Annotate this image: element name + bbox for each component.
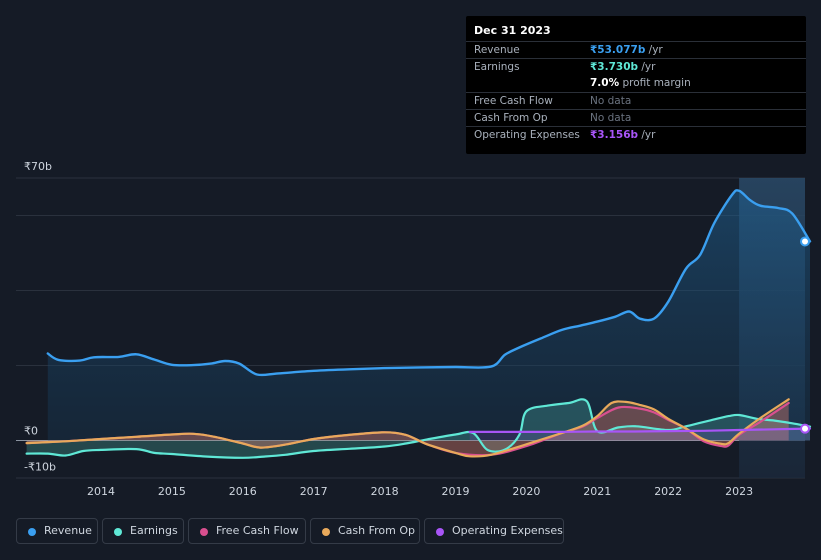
tooltip-label: Earnings	[474, 61, 520, 73]
tooltip-value: ₹3.156b /yr	[590, 129, 656, 141]
legend-dot-icon	[200, 528, 208, 536]
revenue-end-marker	[800, 236, 810, 247]
legend-label: Free Cash Flow	[216, 524, 299, 537]
legend-dot-icon	[436, 528, 444, 536]
tooltip-row-earnings: Earnings ₹3.730b /yr	[466, 58, 806, 76]
legend-item-revenue[interactable]: Revenue	[16, 518, 98, 544]
tooltip-label: Free Cash Flow	[474, 95, 553, 107]
tooltip-value: ₹3.730b /yr	[590, 61, 656, 73]
x-tick-label: 2022	[654, 485, 682, 498]
tooltip-label: Cash From Op	[474, 112, 548, 124]
x-tick-label: 2014	[87, 485, 115, 498]
earnings-line	[25, 398, 812, 459]
revenue-line	[46, 189, 812, 377]
legend-item-operating-expenses[interactable]: Operating Expenses	[424, 518, 564, 544]
x-tick-label: 2016	[229, 485, 257, 498]
revenue-area	[47, 190, 811, 441]
legend-item-free-cash-flow[interactable]: Free Cash Flow	[188, 518, 306, 544]
legend-label: Operating Expenses	[452, 524, 563, 537]
earnings-area	[26, 399, 811, 458]
legend-dot-icon	[114, 528, 122, 536]
tooltip-date: Dec 31 2023	[474, 24, 551, 37]
y-tick-label: ₹0	[24, 425, 38, 438]
x-tick-label: 2019	[442, 485, 470, 498]
tooltip-row-cfo: Cash From Op No data	[466, 109, 806, 127]
tooltip-label: Revenue	[474, 44, 520, 56]
x-tick-label: 2017	[300, 485, 328, 498]
series-areas	[26, 190, 811, 458]
operating-expenses-end-marker	[800, 423, 810, 434]
end-markers	[800, 236, 810, 434]
y-tick-label: ₹70b	[24, 160, 52, 173]
legend-dot-icon	[28, 528, 36, 536]
x-axis-ticks: 2014 2015 2016 2017 2018 2019 2020 2021 2022 2023	[87, 485, 753, 498]
tooltip-row-fcf: Free Cash Flow No data	[466, 92, 806, 110]
tooltip-row-opex: Operating Expenses ₹3.156b /yr	[466, 126, 806, 144]
operating-expenses-line	[468, 427, 812, 433]
tooltip-value: No data	[590, 112, 632, 124]
tooltip-row-margin: 7.0% profit margin	[466, 75, 806, 92]
legend-item-cash-from-op[interactable]: Cash From Op	[310, 518, 420, 544]
tooltip-row-revenue: Revenue ₹53.077b /yr	[466, 41, 806, 59]
cash-from-op-area	[26, 399, 789, 457]
tooltip-value: ₹53.077b /yr	[590, 44, 663, 56]
legend-item-earnings[interactable]: Earnings	[102, 518, 184, 544]
tooltip-value: 7.0% profit margin	[590, 77, 691, 89]
tooltip-value: No data	[590, 95, 632, 107]
free-cash-flow-area	[26, 403, 789, 456]
operating-expenses-area	[469, 428, 810, 441]
y-tick-label: -₹10b	[24, 461, 56, 474]
legend-label: Revenue	[44, 524, 92, 537]
legend-label: Cash From Op	[338, 524, 416, 537]
legend-label: Earnings	[130, 524, 178, 537]
x-tick-label: 2023	[725, 485, 753, 498]
legend-dot-icon	[322, 528, 330, 536]
cash-from-op-line	[25, 398, 790, 458]
x-tick-label: 2015	[158, 485, 186, 498]
x-tick-label: 2020	[512, 485, 540, 498]
series-lines	[25, 189, 812, 459]
tooltip: Dec 31 2023 Revenue ₹53.077b /yr Earning…	[466, 16, 806, 154]
x-tick-label: 2021	[583, 485, 611, 498]
y-axis-ticks: ₹70b ₹0 -₹10b	[24, 160, 56, 474]
tooltip-label: Operating Expenses	[474, 129, 580, 141]
x-tick-label: 2018	[371, 485, 399, 498]
